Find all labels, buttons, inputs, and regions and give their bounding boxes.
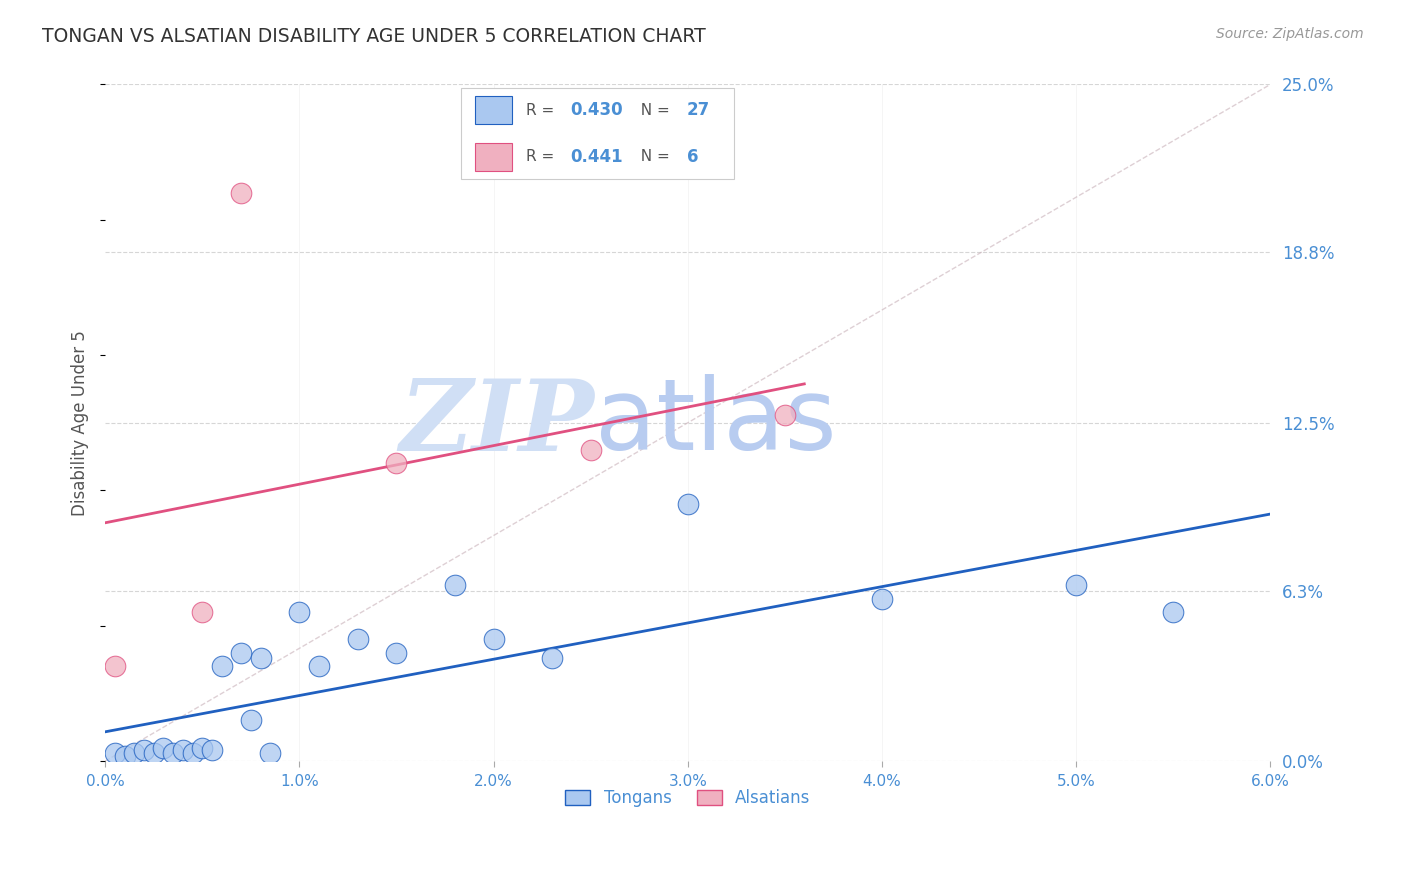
Point bbox=[152, 740, 174, 755]
Point bbox=[231, 186, 253, 200]
Point bbox=[385, 456, 408, 470]
Point bbox=[288, 605, 311, 619]
Text: Source: ZipAtlas.com: Source: ZipAtlas.com bbox=[1216, 27, 1364, 41]
Point bbox=[231, 646, 253, 660]
FancyBboxPatch shape bbox=[475, 96, 512, 124]
Point bbox=[870, 591, 893, 606]
Point bbox=[259, 746, 281, 760]
Point bbox=[211, 659, 233, 673]
Y-axis label: Disability Age Under 5: Disability Age Under 5 bbox=[72, 330, 89, 516]
Point bbox=[142, 746, 165, 760]
Point bbox=[124, 746, 146, 760]
Point bbox=[579, 442, 602, 457]
Legend: Tongans, Alsatians: Tongans, Alsatians bbox=[558, 782, 817, 814]
Text: R =: R = bbox=[526, 103, 560, 118]
Point bbox=[346, 632, 368, 647]
Point bbox=[482, 632, 505, 647]
Point bbox=[162, 746, 184, 760]
Point bbox=[104, 746, 127, 760]
Text: atlas: atlas bbox=[595, 375, 837, 471]
Point bbox=[114, 748, 136, 763]
Text: 6: 6 bbox=[686, 148, 699, 166]
FancyBboxPatch shape bbox=[475, 143, 512, 171]
Point bbox=[201, 743, 224, 757]
Point bbox=[181, 746, 204, 760]
Point bbox=[308, 659, 330, 673]
Text: N =: N = bbox=[631, 103, 675, 118]
Text: 27: 27 bbox=[686, 101, 710, 120]
Text: R =: R = bbox=[526, 149, 560, 164]
Text: ZIP: ZIP bbox=[399, 375, 595, 471]
Point bbox=[249, 651, 271, 665]
Point bbox=[191, 605, 214, 619]
Point bbox=[132, 743, 155, 757]
FancyBboxPatch shape bbox=[461, 87, 734, 179]
Point bbox=[443, 578, 465, 592]
Point bbox=[676, 497, 699, 511]
Point bbox=[239, 714, 262, 728]
Text: N =: N = bbox=[631, 149, 675, 164]
Text: 0.441: 0.441 bbox=[569, 148, 623, 166]
Point bbox=[1064, 578, 1087, 592]
Point bbox=[773, 408, 796, 422]
Point bbox=[540, 651, 562, 665]
Point bbox=[385, 646, 408, 660]
Point bbox=[191, 740, 214, 755]
Point bbox=[104, 659, 127, 673]
Point bbox=[1161, 605, 1184, 619]
Text: TONGAN VS ALSATIAN DISABILITY AGE UNDER 5 CORRELATION CHART: TONGAN VS ALSATIAN DISABILITY AGE UNDER … bbox=[42, 27, 706, 45]
Text: 0.430: 0.430 bbox=[569, 101, 623, 120]
Point bbox=[172, 743, 194, 757]
